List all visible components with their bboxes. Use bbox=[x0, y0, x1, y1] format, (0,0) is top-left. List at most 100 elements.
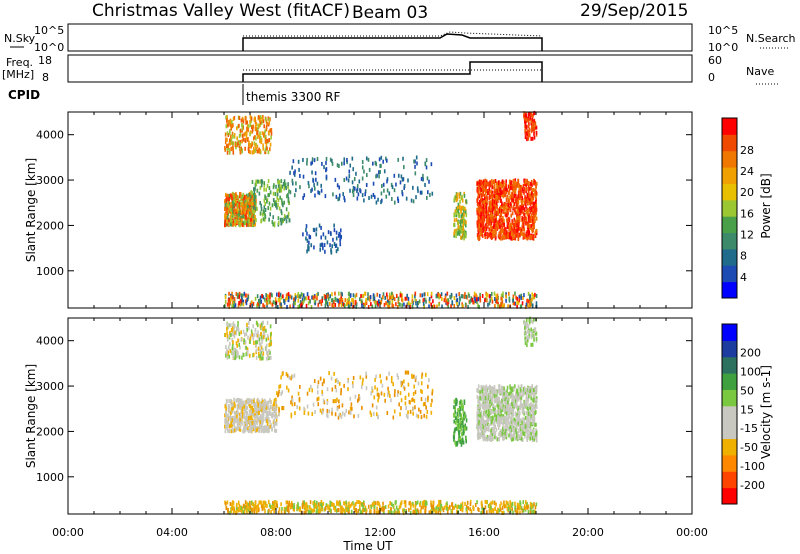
range-gate-cell bbox=[507, 207, 509, 212]
range-gate-cell bbox=[496, 409, 499, 414]
range-gate-cell bbox=[239, 404, 242, 409]
range-gate-cell bbox=[457, 427, 460, 432]
range-gate-cell bbox=[310, 384, 312, 389]
range-gate-cell bbox=[387, 386, 389, 391]
range-gate-cell bbox=[226, 209, 229, 214]
range-gate-cell bbox=[522, 218, 525, 223]
range-gate-cell bbox=[459, 410, 461, 415]
range-gate-cell bbox=[225, 418, 227, 423]
range-gate-cell bbox=[261, 339, 263, 344]
range-gate-cell bbox=[271, 427, 273, 432]
range-gate-cell bbox=[477, 418, 479, 423]
date-title: 29/Sep/2015 bbox=[580, 1, 688, 21]
range-gate-cell bbox=[374, 160, 377, 165]
range-gate-cell bbox=[399, 180, 402, 185]
range-gate-cell bbox=[453, 405, 455, 410]
range-gate-cell bbox=[353, 177, 356, 182]
range-gate-cell bbox=[258, 191, 261, 196]
range-gate-cell bbox=[487, 210, 490, 215]
range-gate-cell bbox=[307, 247, 309, 252]
range-gate-cell bbox=[249, 426, 251, 431]
range-gate-cell bbox=[485, 220, 488, 225]
range-gate-cell bbox=[530, 112, 533, 117]
range-gate-cell bbox=[244, 427, 246, 432]
range-gate-cell bbox=[384, 398, 386, 403]
range-gate-cell bbox=[517, 384, 520, 389]
range-gate-cell bbox=[451, 300, 453, 305]
range-gate-cell bbox=[487, 396, 490, 401]
range-gate-cell bbox=[258, 407, 261, 412]
range-gate-cell bbox=[307, 181, 310, 186]
range-gate-cell bbox=[479, 296, 481, 301]
range-gate-cell bbox=[271, 220, 274, 225]
range-gate-cell bbox=[519, 230, 522, 235]
range-gate-cell bbox=[483, 215, 486, 220]
range-gate-cell bbox=[498, 192, 500, 197]
range-gate-cell bbox=[286, 385, 288, 390]
range-gate-cell bbox=[392, 304, 395, 309]
range-gate-cell bbox=[484, 178, 487, 183]
range-gate-cell bbox=[483, 210, 486, 215]
range-gate-cell bbox=[484, 228, 486, 233]
range-gate-cell bbox=[345, 408, 348, 413]
range-gate-cell bbox=[470, 296, 473, 301]
range-gate-cell bbox=[273, 183, 275, 188]
range-gate-cell bbox=[518, 186, 521, 191]
range-gate-cell bbox=[259, 420, 261, 425]
range-gate-cell bbox=[272, 185, 275, 190]
range-gate-cell bbox=[507, 232, 510, 237]
range-gate-cell bbox=[517, 230, 519, 235]
range-gate-cell bbox=[234, 303, 237, 308]
range-gate-cell bbox=[522, 416, 524, 421]
range-gate-cell bbox=[460, 403, 463, 408]
range-gate-cell bbox=[228, 119, 230, 124]
range-gate-cell bbox=[225, 411, 227, 416]
range-gate-cell bbox=[316, 156, 319, 161]
range-gate-cell bbox=[527, 407, 529, 412]
range-gate-cell bbox=[482, 188, 485, 193]
range-gate-cell bbox=[323, 165, 325, 170]
range-gate-cell bbox=[267, 116, 270, 121]
range-gate-cell bbox=[496, 400, 498, 405]
range-gate-cell bbox=[455, 217, 458, 222]
range-gate-cell bbox=[444, 295, 447, 300]
range-gate-cell bbox=[519, 304, 522, 309]
range-gate-cell bbox=[511, 392, 514, 397]
range-gate-cell bbox=[512, 198, 514, 203]
range-gate-cell bbox=[501, 223, 503, 228]
range-gate-cell bbox=[478, 179, 481, 184]
range-gate-cell bbox=[517, 194, 519, 199]
range-gate-cell bbox=[285, 371, 288, 376]
range-gate-cell bbox=[529, 411, 532, 416]
range-gate-cell bbox=[494, 179, 497, 184]
range-gate-cell bbox=[516, 223, 518, 228]
range-gate-cell bbox=[477, 384, 480, 389]
range-gate-cell bbox=[275, 405, 277, 410]
range-gate-cell bbox=[356, 187, 359, 192]
range-gate-cell bbox=[260, 356, 263, 361]
range-gate-cell bbox=[251, 409, 254, 414]
range-gate-cell bbox=[246, 137, 249, 142]
range-gate-cell bbox=[365, 386, 368, 391]
range-gate-cell bbox=[390, 375, 393, 380]
range-gate-cell bbox=[489, 231, 491, 236]
range-gate-cell bbox=[236, 202, 239, 207]
range-gate-cell bbox=[524, 434, 526, 439]
range-gate-cell bbox=[468, 300, 471, 305]
range-gate-cell bbox=[369, 295, 372, 300]
range-gate-cell bbox=[256, 409, 259, 414]
range-gate-cell bbox=[509, 185, 512, 190]
range-gate-cell bbox=[388, 296, 391, 301]
range-gate-cell bbox=[491, 180, 494, 185]
range-gate-cell bbox=[341, 297, 344, 302]
range-gate-cell bbox=[463, 399, 466, 404]
range-gate-cell bbox=[241, 410, 244, 415]
range-gate-cell bbox=[232, 218, 234, 223]
range-gate-cell bbox=[463, 229, 466, 234]
range-gate-cell bbox=[230, 138, 233, 143]
range-gate-cell bbox=[468, 293, 470, 298]
range-gate-cell bbox=[365, 371, 367, 376]
range-gate-cell bbox=[252, 124, 255, 129]
range-gate-cell bbox=[406, 302, 409, 307]
range-gate-cell bbox=[458, 407, 461, 412]
